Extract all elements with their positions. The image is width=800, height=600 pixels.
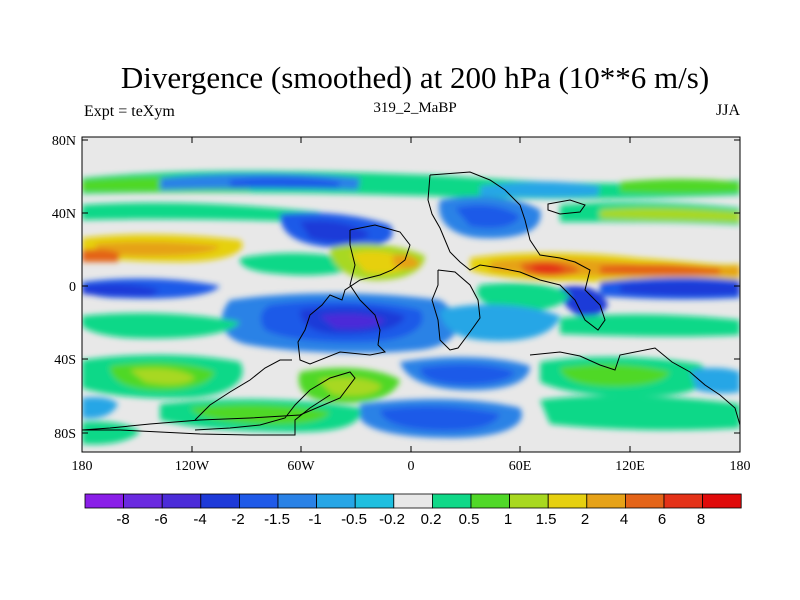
- lon-label-60w: 60W: [287, 459, 315, 474]
- plot-title: Divergence (smoothed) at 200 hPa (10**6 …: [120, 60, 710, 95]
- colorbar-swatch: [354, 493, 395, 509]
- colorbar-swatch: [200, 493, 240, 509]
- lat-label-0: 0: [69, 280, 76, 295]
- colorbar-swatch: [393, 493, 433, 509]
- colorbar-label: -6: [154, 511, 167, 528]
- lon-label-120w: 120W: [175, 459, 210, 474]
- latitude-axis: 80N 40N 0 40S 80S: [52, 134, 740, 442]
- colorbar-label: -1.5: [264, 511, 290, 528]
- colorbar-swatch: [238, 493, 279, 509]
- colorbar-swatch: [316, 493, 356, 509]
- colorbar-swatch: [663, 493, 703, 509]
- lat-label-80s: 80S: [54, 427, 76, 442]
- season-label: JJA: [715, 102, 740, 119]
- colorbar: -8 -6 -4 -2 -1.5 -1 -0.5 -0.2 0.2 0.5 1 …: [84, 493, 742, 528]
- colorbar-label: 4: [620, 511, 628, 528]
- colorbar-boxes: [84, 493, 742, 509]
- colorbar-label: 8: [697, 511, 705, 528]
- experiment-label: Expt = teXym: [84, 103, 175, 120]
- lat-label-40n: 40N: [52, 207, 76, 222]
- colorbar-label: 6: [658, 511, 666, 528]
- colorbar-swatch: [702, 493, 742, 509]
- lat-label-80n: 80N: [52, 134, 76, 149]
- colorbar-swatch: [586, 493, 626, 509]
- colorbar-swatch: [547, 493, 588, 509]
- divergence-field: [82, 137, 740, 452]
- colorbar-label: 0.5: [459, 511, 480, 528]
- lon-label-180w: 180: [72, 459, 93, 474]
- colorbar-label: 2: [581, 511, 589, 528]
- lon-label-60e: 60E: [509, 459, 532, 474]
- lon-label-0: 0: [408, 459, 415, 474]
- colorbar-swatch: [161, 493, 202, 509]
- colorbar-swatch: [123, 493, 163, 509]
- colorbar-swatch: [470, 493, 510, 509]
- run-id-label: 319_2_MaBP: [373, 100, 457, 116]
- colorbar-swatch: [84, 493, 124, 509]
- colorbar-label: 1: [504, 511, 512, 528]
- lon-label-120e: 120E: [615, 459, 645, 474]
- colorbar-swatch: [277, 493, 317, 509]
- colorbar-label: -2: [231, 511, 244, 528]
- colorbar-label: -0.2: [379, 511, 405, 528]
- colorbar-swatch: [509, 493, 549, 509]
- colorbar-swatch: [431, 493, 472, 509]
- colorbar-label: 0.2: [421, 511, 442, 528]
- colorbar-label: -0.5: [341, 511, 367, 528]
- colorbar-label: -8: [116, 511, 129, 528]
- colorbar-label: 1.5: [536, 511, 557, 528]
- longitude-axis: 180 120W 60W 0 60E 120E 180: [72, 137, 751, 474]
- lat-label-40s: 40S: [54, 353, 76, 368]
- colorbar-label: -1: [308, 511, 321, 528]
- colorbar-swatch: [625, 493, 665, 509]
- lon-label-180e: 180: [730, 459, 751, 474]
- colorbar-label: -4: [193, 511, 206, 528]
